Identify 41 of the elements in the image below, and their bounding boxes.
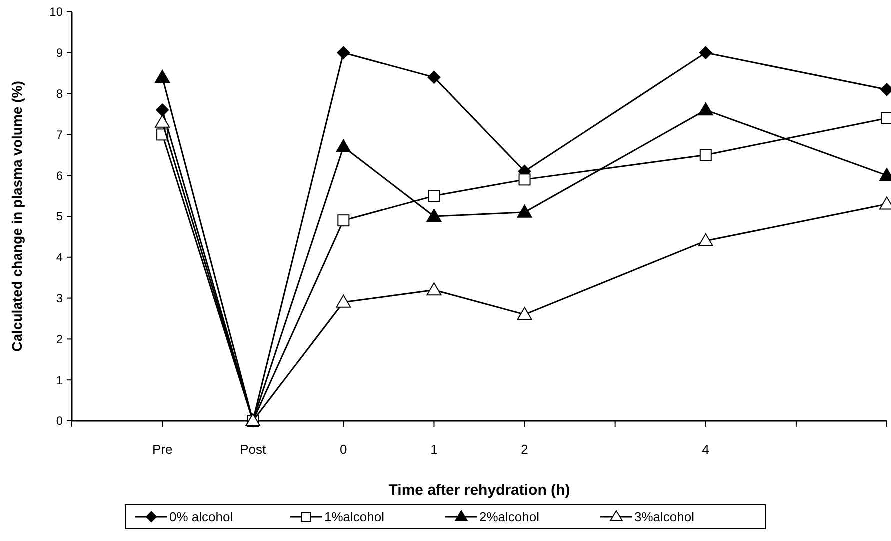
point [155,70,170,83]
x-tick-label: 0 [340,442,348,457]
point [518,174,531,186]
point [698,102,714,116]
legend-label: 2%alcohol [480,510,540,525]
point [337,46,350,60]
x-tick-label: 4 [702,442,710,457]
y-tick-label: 5 [56,210,64,224]
y-axis-title: Calculated change in plasma volume (%) [9,81,25,352]
point [336,139,352,152]
x-tick-label: Post [240,442,267,457]
point [700,149,712,162]
y-tick-label: 7 [56,128,64,142]
x-tick-label: 2 [521,442,528,457]
point [426,282,442,296]
point [155,114,170,128]
y-tick-label: 2 [56,332,64,346]
y-tick-label: 4 [56,250,64,265]
y-tick-label: 6 [56,168,64,183]
y-tick-label: 3 [56,292,64,306]
legend-label: 1%alcohol [324,510,385,525]
point [336,294,352,308]
point [517,307,532,320]
point [698,234,714,247]
point [517,204,532,218]
x-tick-label: 1 [430,442,438,457]
y-tick-label: 8 [56,87,64,101]
x-tick-label: Pre [152,442,173,457]
point [426,209,442,222]
point [428,70,441,84]
y-tick-label: 1 [56,373,64,388]
legend-label: 0% alcohol [170,510,234,525]
legend-label: 3%alcohol [634,510,695,525]
y-tick-label: 9 [56,46,64,60]
point [338,214,350,227]
y-tick-label: 0 [56,414,64,428]
x-axis-title: Time after rehydration (h) [388,482,570,499]
point [699,46,712,60]
y-tick-label: 10 [50,5,64,20]
point [156,104,170,117]
point [428,190,440,202]
